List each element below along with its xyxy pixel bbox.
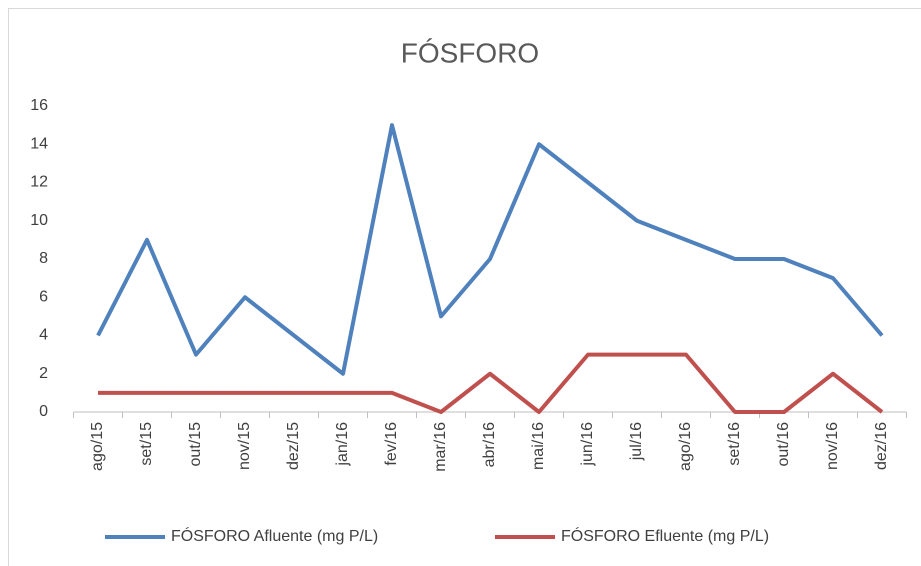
y-tick-label: 12	[30, 174, 48, 191]
x-tick-label: abr/16	[481, 422, 498, 467]
x-tick-label: ago/15	[89, 422, 106, 471]
chart-title: FÓSFORO	[401, 37, 539, 68]
x-tick-label: fev/16	[383, 422, 400, 466]
x-tick-label: nov/15	[236, 422, 253, 470]
legend-label: FÓSFORO Efluente (mg P/L)	[561, 526, 769, 545]
series-line	[96, 123, 884, 376]
x-tick-label: nov/16	[824, 422, 841, 470]
x-tick-label: ago/16	[677, 422, 694, 471]
x-tick-label: out/16	[775, 422, 792, 467]
y-tick-label: 10	[30, 212, 48, 229]
y-tick-label: 0	[39, 403, 48, 420]
x-tick-label: set/16	[726, 422, 743, 466]
x-tick-label: mai/16	[530, 422, 547, 470]
x-tick-label: jan/16	[334, 422, 351, 467]
y-tick-label: 16	[30, 97, 48, 114]
x-tick-label: dez/16	[873, 422, 890, 470]
legend-label: FÓSFORO Afluente (mg P/L)	[171, 526, 378, 545]
chart-frame	[8, 8, 921, 566]
y-tick-label: 4	[39, 327, 48, 344]
series-line	[98, 352, 884, 414]
x-tick-label: out/15	[187, 422, 204, 467]
y-tick-label: 2	[39, 365, 48, 382]
y-tick-label: 6	[39, 288, 48, 305]
x-tick-label: set/15	[138, 422, 155, 466]
x-tick-label: mar/16	[432, 422, 449, 472]
y-tick-label: 8	[39, 250, 48, 267]
x-tick-label: jul/16	[628, 422, 645, 461]
x-tick-label: dez/15	[285, 422, 302, 470]
y-tick-label: 14	[30, 135, 48, 152]
x-tick-label: jun/16	[579, 422, 596, 467]
